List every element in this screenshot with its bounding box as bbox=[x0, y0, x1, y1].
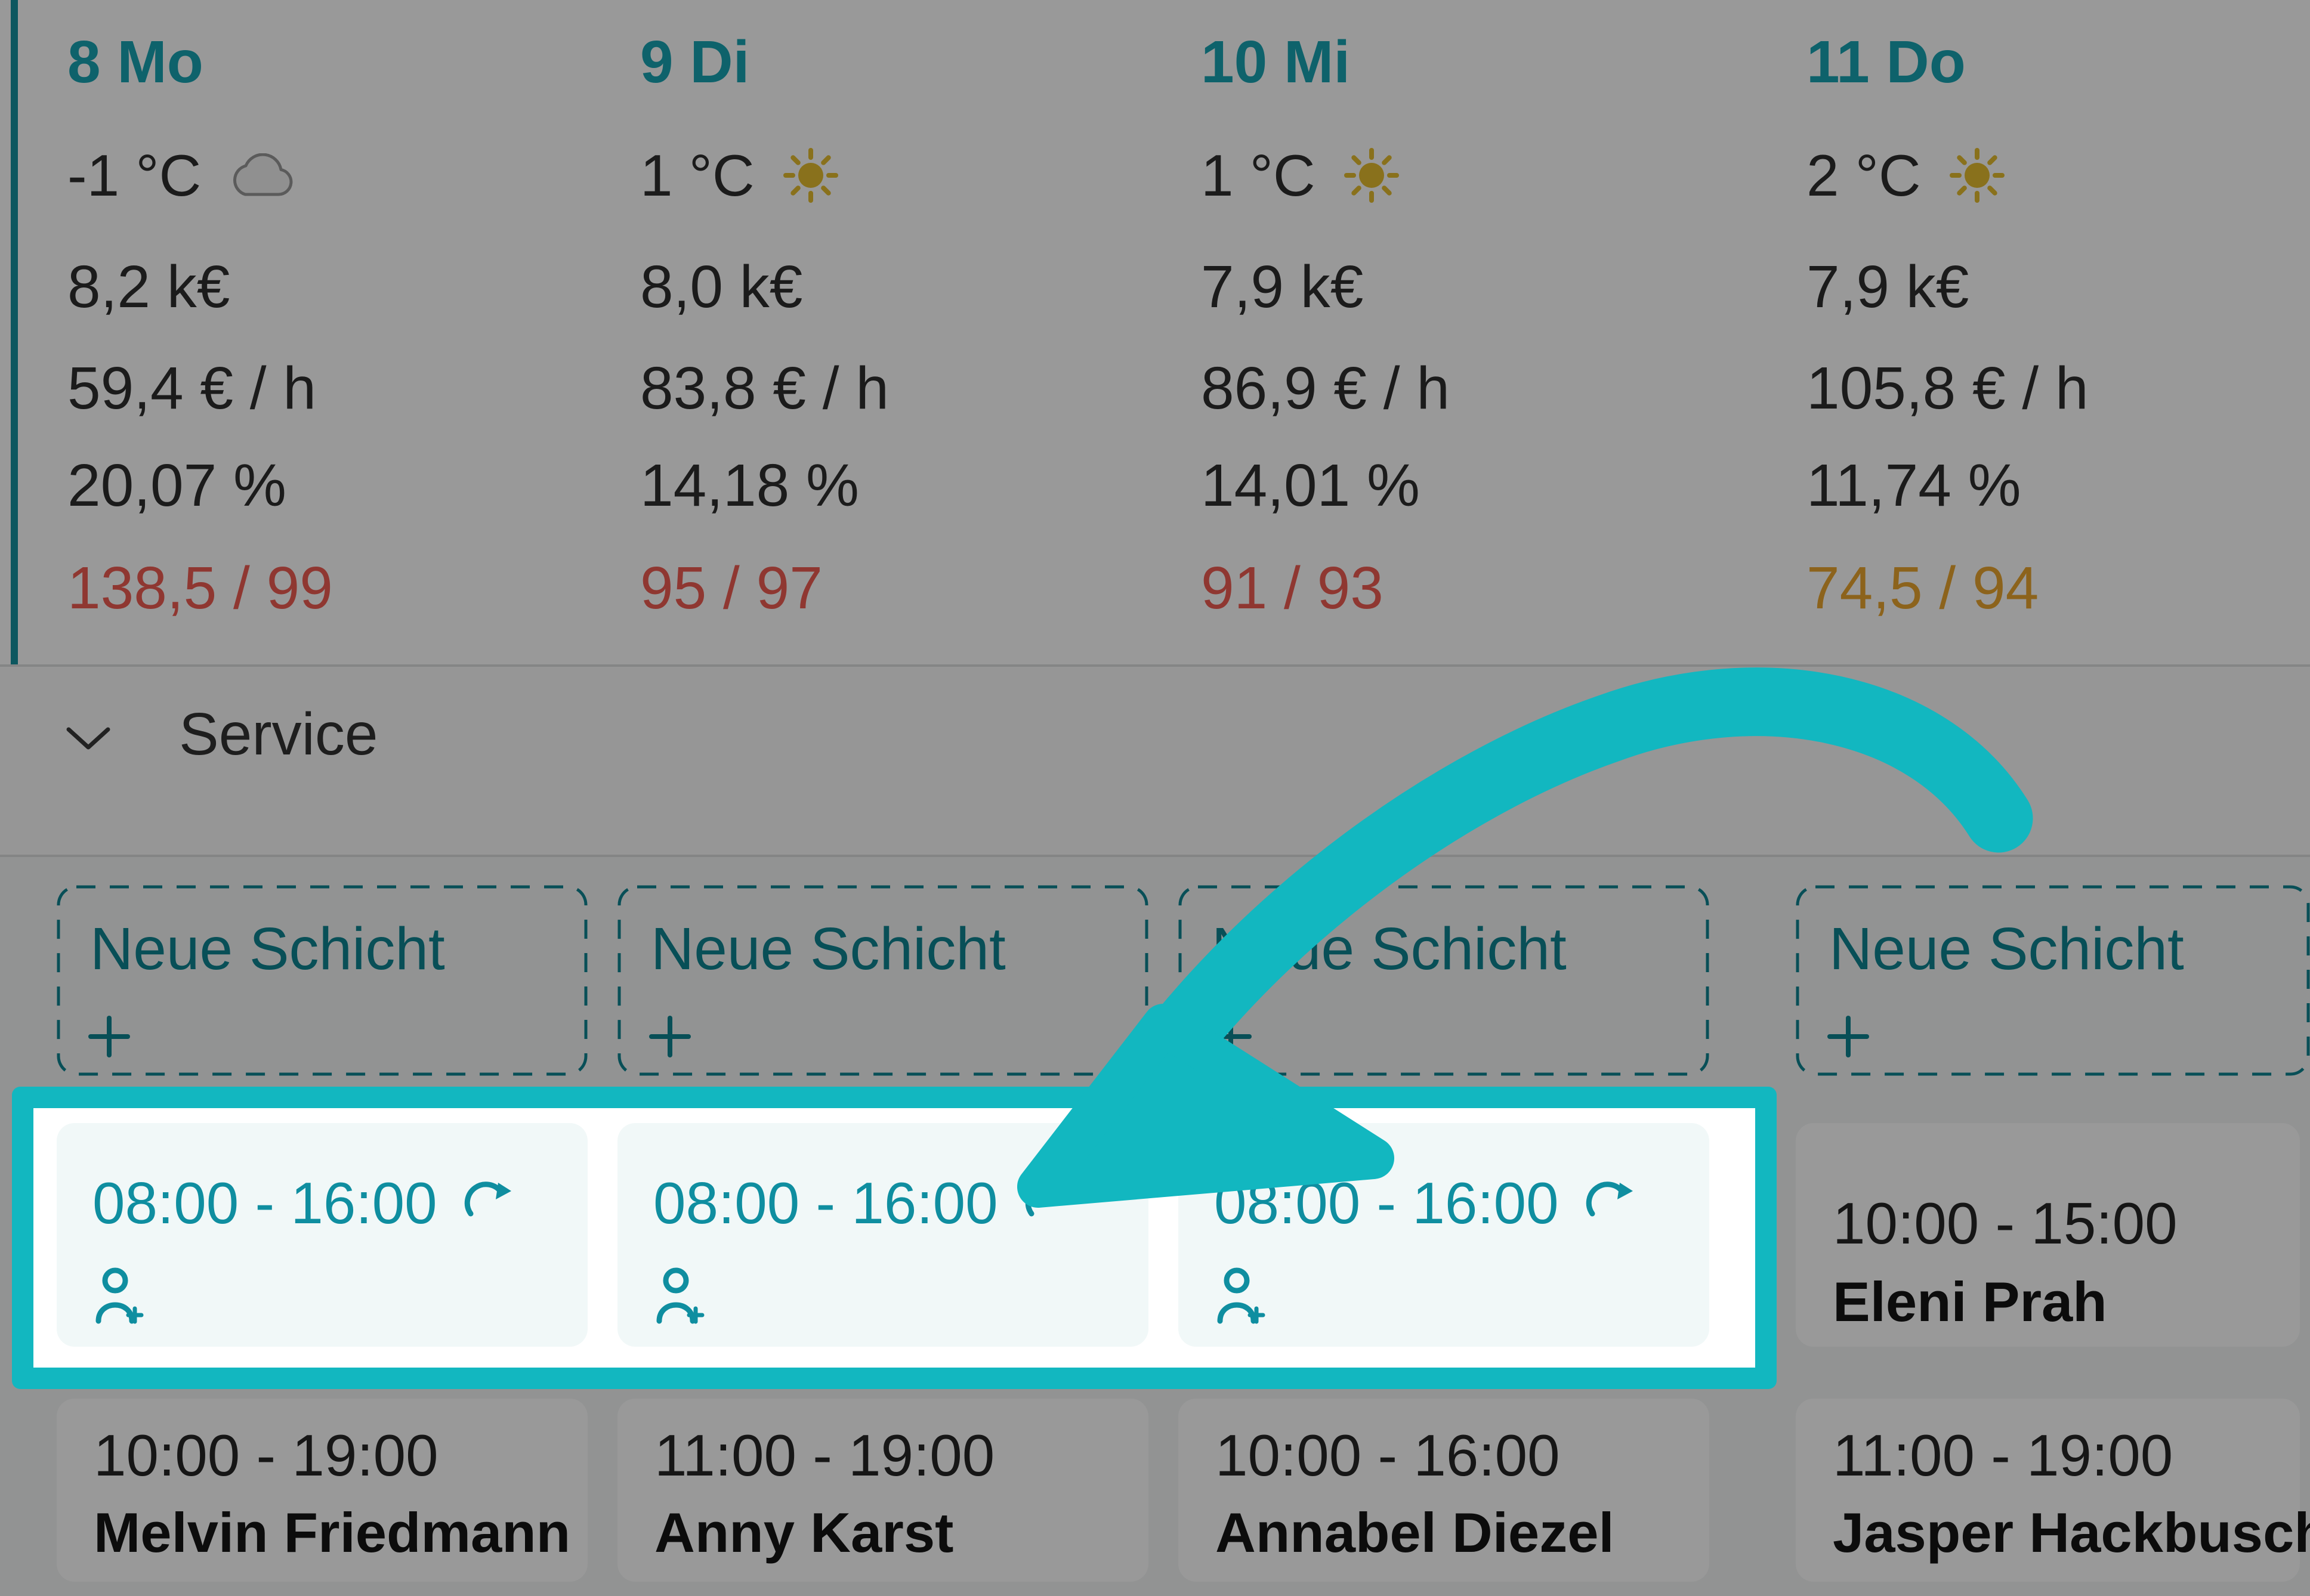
shift-time-row: 08:00 - 16:00 bbox=[92, 1171, 514, 1235]
repeat-icon bbox=[464, 1181, 511, 1217]
temperature-label: -1 °C bbox=[67, 143, 202, 208]
tutorial-highlight-box: 08:00 - 16:00 08:00 - 16:00 bbox=[12, 1087, 1777, 1389]
day-column-wed: 10 Mi 1 °C 7,9 k€ 86,9 € / h 14,01 % 91 … bbox=[1190, 0, 1721, 664]
day-header[interactable]: 11 Do bbox=[1806, 29, 1966, 95]
temperature-label: 1 °C bbox=[640, 143, 755, 208]
open-shift-card[interactable]: 08:00 - 16:00 bbox=[617, 1123, 1148, 1347]
person-add-icon[interactable] bbox=[653, 1265, 705, 1325]
sun-icon bbox=[1949, 148, 2005, 203]
hourly-rate-stat: 83,8 € / h bbox=[640, 355, 889, 422]
revenue-stat: 8,0 k€ bbox=[640, 253, 803, 320]
shift-card-assigned[interactable]: 10:00 - 15:00 Eleni Prah bbox=[1796, 1123, 2300, 1347]
plus-icon bbox=[88, 1016, 130, 1057]
day-header[interactable]: 9 Di bbox=[640, 29, 750, 95]
shift-card-assigned[interactable]: 10:00 - 16:00 Annabel Diezel bbox=[1178, 1399, 1709, 1582]
employee-name: Melvin Friedmann bbox=[94, 1501, 571, 1564]
labor-percent-stat: 14,18 % bbox=[640, 452, 859, 519]
shift-time: 11:00 - 19:00 bbox=[654, 1422, 995, 1488]
hours-ratio-stat: 138,5 / 99 bbox=[67, 555, 333, 621]
employee-name: Eleni Prah bbox=[1833, 1270, 2107, 1333]
employee-name: Jasper Hackbusch bbox=[1833, 1501, 2310, 1564]
labor-percent-stat: 14,01 % bbox=[1201, 452, 1420, 519]
shift-time-row: 08:00 - 16:00 bbox=[653, 1171, 1074, 1235]
shift-card-assigned[interactable]: 11:00 - 19:00 Jasper Hackbusch bbox=[1796, 1399, 2310, 1582]
hourly-rate-stat: 105,8 € / h bbox=[1806, 355, 2089, 422]
labor-percent-stat: 11,74 % bbox=[1806, 452, 2021, 519]
revenue-stat: 7,9 k€ bbox=[1806, 253, 1969, 320]
shift-time: 10:00 - 16:00 bbox=[1215, 1422, 1560, 1488]
shift-time-row: 08:00 - 16:00 bbox=[1214, 1171, 1635, 1235]
dashed-border bbox=[617, 885, 1148, 1076]
shift-card-assigned[interactable]: 10:00 - 19:00 Melvin Friedmann bbox=[57, 1399, 588, 1582]
open-shift-card[interactable]: 08:00 - 16:00 bbox=[57, 1123, 588, 1347]
person-add-icon[interactable] bbox=[92, 1265, 144, 1325]
hours-ratio-stat: 95 / 97 bbox=[640, 555, 823, 621]
service-section-label: Service bbox=[179, 701, 378, 768]
shift-card-assigned[interactable]: 11:00 - 19:00 Anny Karst bbox=[617, 1399, 1148, 1582]
hours-ratio-stat: 74,5 / 94 bbox=[1806, 555, 2039, 621]
shift-time: 08:00 - 16:00 bbox=[1214, 1170, 1559, 1236]
dashed-border bbox=[57, 885, 588, 1076]
person-add-icon[interactable] bbox=[1214, 1265, 1265, 1325]
shift-time: 08:00 - 16:00 bbox=[653, 1170, 998, 1236]
revenue-stat: 7,9 k€ bbox=[1201, 253, 1364, 320]
temperature-label: 2 °C bbox=[1806, 143, 1921, 208]
day-column-thu: 11 Do 2 °C 7,9 k€ 105,8 € / h 11,74 % 74… bbox=[1796, 0, 2310, 664]
sun-icon bbox=[783, 148, 838, 203]
weather-row: 2 °C bbox=[1806, 142, 2006, 209]
dashed-border bbox=[1796, 885, 2310, 1076]
weather-row: 1 °C bbox=[1201, 142, 1400, 209]
weather-row: 1 °C bbox=[640, 142, 839, 209]
employee-name: Anny Karst bbox=[654, 1501, 954, 1564]
repeat-icon bbox=[1025, 1181, 1072, 1217]
repeat-icon bbox=[1586, 1181, 1633, 1217]
temperature-label: 1 °C bbox=[1201, 143, 1315, 208]
new-shift-button[interactable]: Neue Schicht bbox=[57, 885, 588, 1076]
shift-time: 11:00 - 19:00 bbox=[1833, 1422, 2173, 1488]
plus-icon bbox=[649, 1016, 691, 1057]
day-header[interactable]: 10 Mi bbox=[1201, 29, 1351, 95]
day-header[interactable]: 8 Mo bbox=[67, 29, 203, 95]
labor-percent-stat: 20,07 % bbox=[67, 452, 286, 519]
new-shift-button[interactable]: Neue Schicht bbox=[617, 885, 1148, 1076]
shift-time: 08:00 - 16:00 bbox=[92, 1170, 437, 1236]
sun-icon bbox=[1344, 148, 1399, 203]
cloud-icon bbox=[233, 153, 293, 196]
revenue-stat: 8,2 k€ bbox=[67, 253, 230, 320]
chevron-down-icon bbox=[66, 727, 110, 750]
weather-row: -1 °C bbox=[67, 142, 295, 209]
shift-time: 10:00 - 15:00 bbox=[1833, 1190, 2178, 1256]
new-shift-label: Neue Schicht bbox=[651, 915, 1006, 982]
hourly-rate-stat: 59,4 € / h bbox=[67, 355, 316, 422]
new-shift-label: Neue Schicht bbox=[90, 915, 445, 982]
day-column-tue: 9 Di 1 °C 8,0 k€ 83,8 € / h 14,18 % 95 /… bbox=[629, 0, 1160, 664]
employee-name: Annabel Diezel bbox=[1215, 1501, 1614, 1564]
open-shift-card[interactable]: 08:00 - 16:00 bbox=[1178, 1123, 1709, 1347]
day-column-mon: 8 Mo -1 °C 8,2 k€ 59,4 € / h 20,07 % 138… bbox=[57, 0, 588, 664]
hours-ratio-stat: 91 / 93 bbox=[1201, 555, 1383, 621]
hourly-rate-stat: 86,9 € / h bbox=[1201, 355, 1450, 422]
shift-time: 10:00 - 19:00 bbox=[94, 1422, 438, 1488]
left-accent-line bbox=[11, 0, 18, 664]
